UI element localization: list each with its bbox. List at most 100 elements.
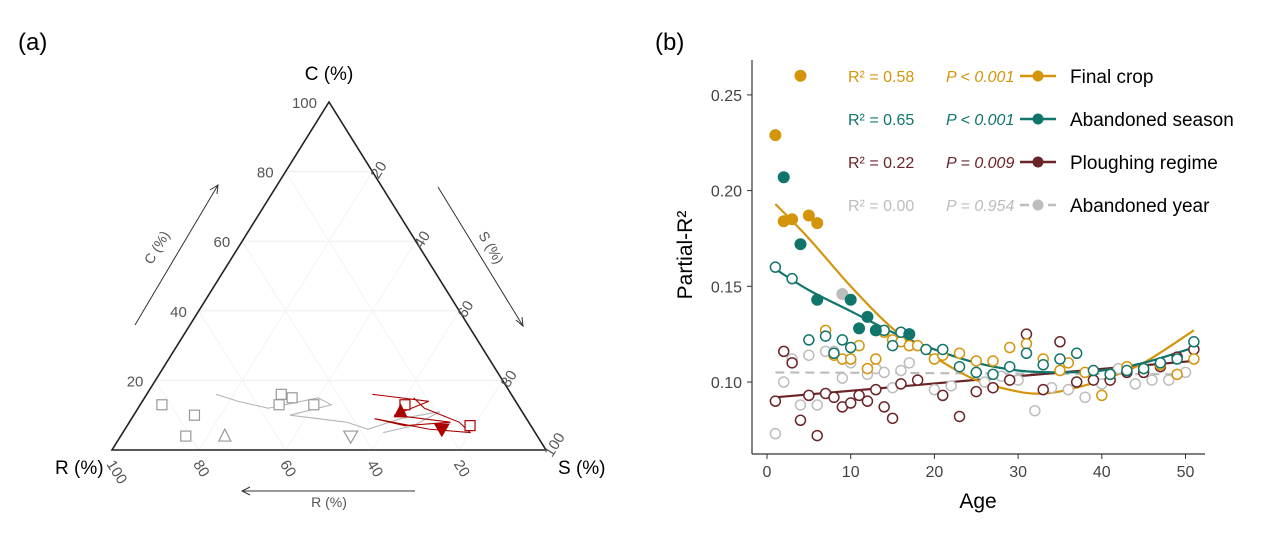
data-points xyxy=(769,69,1200,442)
open-point-final-crop xyxy=(953,347,966,360)
grid-line-r xyxy=(154,380,200,451)
open-point-abandoned-season xyxy=(920,343,932,356)
grid-line-r xyxy=(241,240,373,451)
ternary-data xyxy=(156,388,476,445)
open-point-final-crop xyxy=(1003,341,1016,354)
ternary-grid xyxy=(154,171,504,451)
open-point-final-crop xyxy=(970,355,982,367)
open-point-final-crop xyxy=(870,353,882,365)
open-point-abandoned-year xyxy=(1029,404,1041,417)
legend-p-final-crop: P < 0.001 xyxy=(946,69,1014,86)
open-point-final-crop xyxy=(861,362,874,375)
open-point-final-crop xyxy=(1188,353,1200,365)
r-tick-label: 60 xyxy=(276,457,299,480)
filled-point-abandoned-season xyxy=(869,324,882,337)
open-point-abandoned-season xyxy=(886,339,899,352)
filled-point-final-crop xyxy=(794,69,807,82)
open-point-final-crop xyxy=(987,355,999,367)
corner-label-c: C (%) xyxy=(305,64,354,85)
scatter-panel: (b) 0 10 20 30 40 50 0.10 0.15 0.20 0.25 Age Part… xyxy=(655,29,1234,513)
y-tick-label: 0.25 xyxy=(711,88,742,105)
s-tick-label: 80 xyxy=(498,367,521,390)
y-tick-label: 0.10 xyxy=(711,375,742,392)
open-point-abandoned-year xyxy=(1062,383,1075,396)
open-point-ploughing-regime xyxy=(1020,328,1033,340)
open-point-abandoned-year xyxy=(1079,391,1091,404)
grey-trajectory xyxy=(215,393,440,434)
red-trajectory xyxy=(372,393,472,434)
s-tick-label: 20 xyxy=(367,159,390,182)
square-marker xyxy=(180,430,192,442)
s-tick-label: 60 xyxy=(454,298,477,321)
open-point-ploughing-regime xyxy=(777,345,790,358)
open-point-abandoned-year xyxy=(903,357,916,369)
open-point-final-crop xyxy=(844,353,857,365)
open-point-ploughing-regime xyxy=(1003,374,1016,386)
open-point-abandoned-season xyxy=(803,334,815,346)
square-marker xyxy=(273,399,285,411)
open-point-abandoned-season xyxy=(786,272,798,285)
open-point-ploughing-regime xyxy=(911,374,924,386)
grid-line-s xyxy=(285,240,417,451)
legend-dot-ploughing-regime xyxy=(1032,156,1044,168)
open-point-ploughing-regime xyxy=(878,401,890,413)
open-point-abandoned-season xyxy=(1104,368,1116,381)
x-axis-label: Age xyxy=(959,490,996,513)
open-point-final-crop xyxy=(1054,364,1066,377)
open-point-ploughing-regime xyxy=(970,385,982,398)
filled-point-abandoned-season xyxy=(777,171,790,184)
x-tick-label: 20 xyxy=(926,464,944,481)
open-point-final-crop xyxy=(1096,389,1108,402)
filled-point-abandoned-season xyxy=(811,293,824,306)
square-marker xyxy=(188,409,201,421)
c-axis-arrow-label: C (%) xyxy=(141,228,173,267)
open-point-abandoned-season xyxy=(828,347,840,360)
axis-ticks: 0 10 20 30 40 50 0.10 0.15 0.20 0.25 xyxy=(711,88,1195,481)
x-tick-label: 30 xyxy=(1009,464,1027,481)
open-point-abandoned-season xyxy=(937,343,949,356)
s-tick-label: 100 xyxy=(541,430,569,460)
open-point-abandoned-year xyxy=(769,427,782,440)
r-tick-label: 20 xyxy=(450,457,473,480)
y-tick-label: 0.15 xyxy=(711,279,742,296)
open-point-abandoned-year xyxy=(836,372,849,384)
open-point-abandoned-year xyxy=(1146,374,1158,386)
c-tick-label: 20 xyxy=(127,373,144,390)
square-marker xyxy=(308,399,320,411)
r-axis-arrow: R (%) xyxy=(240,486,415,510)
square-marker xyxy=(275,388,287,400)
x-tick-label: 0 xyxy=(763,464,772,481)
r-axis-arrow-label: R (%) xyxy=(311,494,347,510)
open-point-ploughing-regime xyxy=(794,414,807,427)
filled-point-abandoned-season xyxy=(794,238,807,251)
s-tick-label: 40 xyxy=(411,228,434,251)
legend-label-abandoned-year: Abandoned year xyxy=(1070,196,1210,217)
open-point-abandoned-season xyxy=(1003,360,1016,373)
open-point-abandoned-season xyxy=(1137,362,1150,375)
legend-dot-final-crop xyxy=(1032,70,1044,82)
open-point-abandoned-year xyxy=(811,399,823,411)
open-point-abandoned-year xyxy=(895,364,907,377)
open-point-abandoned-year xyxy=(803,349,815,361)
open-point-ploughing-regime xyxy=(803,389,815,402)
legend-label-final-crop: Final crop xyxy=(1070,67,1153,88)
open-point-abandoned-season xyxy=(819,330,832,342)
square-marker xyxy=(156,399,168,411)
legend-p-ploughing-regime: P = 0.009 xyxy=(946,155,1014,172)
open-point-abandoned-season xyxy=(1154,357,1167,369)
triangle-up-marker xyxy=(393,403,408,418)
open-point-ploughing-regime xyxy=(1037,383,1049,396)
filled-point-final-crop xyxy=(811,217,824,230)
open-point-ploughing-regime xyxy=(769,395,782,407)
open-point-abandoned-year xyxy=(1129,378,1142,390)
grid-line-r xyxy=(198,310,287,451)
open-point-abandoned-season xyxy=(1070,347,1083,360)
open-point-ploughing-regime xyxy=(811,429,823,442)
legend-r2-abandoned-year: R² = 0.00 xyxy=(848,198,914,215)
y-tick-label: 0.20 xyxy=(711,184,742,201)
square-marker xyxy=(286,392,298,404)
c-tick-label: 40 xyxy=(170,304,187,321)
open-point-ploughing-regime xyxy=(861,395,874,407)
panel-a-label: (a) xyxy=(18,29,47,56)
y-axis-label: Partial-R² xyxy=(674,211,697,300)
